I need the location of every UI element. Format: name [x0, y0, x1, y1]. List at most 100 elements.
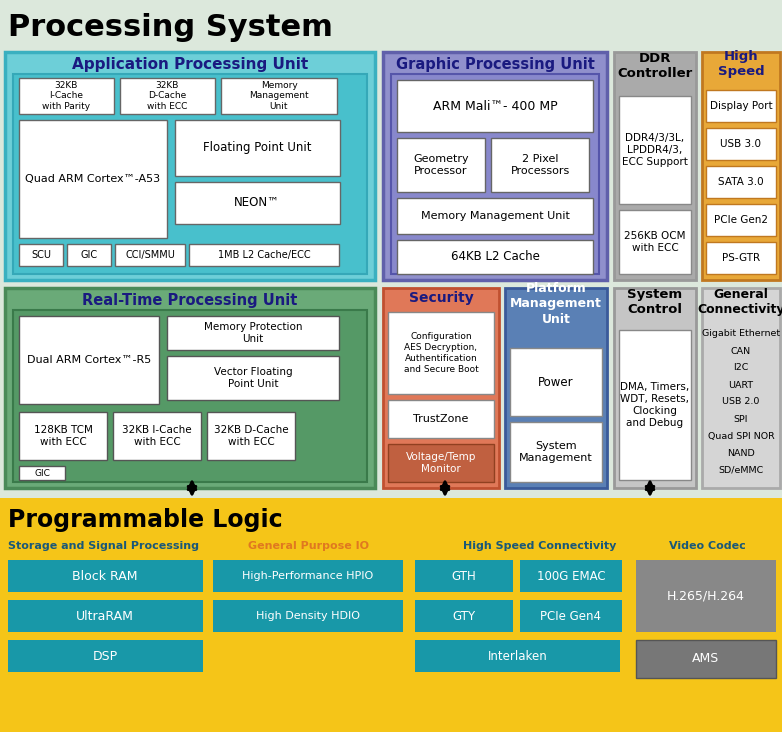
Text: Interlaken: Interlaken: [488, 649, 547, 662]
Bar: [8, 560, 203, 592]
Bar: [113, 412, 201, 460]
Text: System
Control: System Control: [627, 288, 683, 316]
Bar: [0, 498, 782, 732]
Bar: [5, 288, 375, 488]
Text: PCIe Gen4: PCIe Gen4: [540, 610, 601, 622]
Bar: [19, 412, 107, 460]
Text: 32KB I-Cache
with ECC: 32KB I-Cache with ECC: [122, 425, 192, 447]
Text: I2C: I2C: [734, 364, 748, 373]
Bar: [13, 74, 367, 274]
Text: DDR
Controller: DDR Controller: [617, 52, 693, 81]
Text: Display Port: Display Port: [710, 101, 773, 111]
Text: USB 2.0: USB 2.0: [723, 397, 759, 406]
Bar: [19, 120, 167, 238]
Bar: [520, 560, 622, 592]
Text: Voltage/Temp
Monitor: Voltage/Temp Monitor: [406, 452, 476, 474]
Text: CAN: CAN: [731, 346, 751, 356]
Text: 64KB L2 Cache: 64KB L2 Cache: [450, 250, 540, 264]
Text: ARM Mali™- 400 MP: ARM Mali™- 400 MP: [432, 100, 558, 113]
Text: PCIe Gen2: PCIe Gen2: [714, 215, 768, 225]
Bar: [520, 600, 622, 632]
Text: UltraRAM: UltraRAM: [76, 610, 134, 622]
Text: PS-GTR: PS-GTR: [722, 253, 760, 263]
Bar: [706, 204, 776, 236]
Text: UART: UART: [729, 381, 754, 389]
Text: SCU: SCU: [31, 250, 51, 260]
Text: SPI: SPI: [734, 414, 748, 424]
Bar: [19, 466, 65, 480]
Text: Processing System: Processing System: [8, 13, 333, 42]
Text: 100G EMAC: 100G EMAC: [536, 569, 605, 583]
Text: Dual ARM Cortex™-R5: Dual ARM Cortex™-R5: [27, 355, 151, 365]
Text: Application Processing Unit: Application Processing Unit: [72, 56, 308, 72]
Text: General
Connectivity: General Connectivity: [698, 288, 782, 316]
Bar: [207, 412, 295, 460]
Text: 32KB
D-Cache
with ECC: 32KB D-Cache with ECC: [147, 81, 187, 111]
Bar: [510, 422, 602, 482]
Bar: [491, 138, 589, 192]
Bar: [8, 640, 203, 672]
Text: Power: Power: [538, 376, 574, 389]
Bar: [0, 48, 782, 496]
Bar: [391, 74, 599, 274]
Bar: [397, 138, 485, 192]
Text: 1MB L2 Cache/ECC: 1MB L2 Cache/ECC: [217, 250, 310, 260]
Bar: [388, 312, 494, 394]
Bar: [175, 120, 340, 176]
Bar: [388, 400, 494, 438]
Text: Memory Management Unit: Memory Management Unit: [421, 211, 569, 221]
Bar: [213, 560, 403, 592]
Bar: [636, 640, 776, 678]
Bar: [213, 600, 403, 632]
Bar: [505, 288, 607, 488]
Bar: [383, 288, 499, 488]
Text: CCI/SMMU: CCI/SMMU: [125, 250, 175, 260]
Text: Quad ARM Cortex™-A53: Quad ARM Cortex™-A53: [26, 174, 160, 184]
Text: High
Speed: High Speed: [718, 50, 764, 78]
Text: Memory
Management
Unit: Memory Management Unit: [249, 81, 309, 111]
Text: Memory Protection
Unit: Memory Protection Unit: [204, 322, 303, 344]
Text: Real-Time Processing Unit: Real-Time Processing Unit: [82, 293, 298, 307]
Bar: [614, 288, 696, 488]
Bar: [383, 52, 607, 280]
Bar: [397, 198, 593, 234]
Bar: [702, 52, 780, 280]
Bar: [619, 210, 691, 274]
Bar: [415, 600, 513, 632]
Text: GTY: GTY: [453, 610, 475, 622]
Text: SATA 3.0: SATA 3.0: [718, 177, 764, 187]
Bar: [706, 90, 776, 122]
Text: DSP: DSP: [92, 649, 117, 662]
Bar: [67, 244, 111, 266]
Text: H.265/H.264: H.265/H.264: [667, 589, 745, 602]
Text: NEON™: NEON™: [234, 196, 280, 209]
Text: GIC: GIC: [34, 468, 50, 477]
Bar: [706, 242, 776, 274]
Bar: [706, 128, 776, 160]
Bar: [120, 78, 215, 114]
Text: Block RAM: Block RAM: [72, 569, 138, 583]
Bar: [415, 640, 620, 672]
Text: Vector Floating
Point Unit: Vector Floating Point Unit: [213, 367, 292, 389]
Bar: [167, 316, 339, 350]
Text: System
Management: System Management: [519, 441, 593, 463]
Bar: [619, 330, 691, 480]
Bar: [702, 288, 780, 488]
Text: Platform
Management
Unit: Platform Management Unit: [510, 282, 602, 326]
Bar: [8, 600, 203, 632]
Text: AMS: AMS: [692, 652, 719, 665]
Text: Storage and Signal Processing: Storage and Signal Processing: [8, 541, 199, 551]
Text: DDR4/3/3L,
LPDDR4/3,
ECC Support: DDR4/3/3L, LPDDR4/3, ECC Support: [622, 133, 688, 167]
Bar: [167, 356, 339, 400]
Bar: [415, 560, 513, 592]
Text: 32KB
I-Cache
with Parity: 32KB I-Cache with Parity: [42, 81, 90, 111]
Text: 256KB OCM
with ECC: 256KB OCM with ECC: [624, 231, 686, 253]
Text: Configuration
AES Decryption,
Authentification
and Secure Boot: Configuration AES Decryption, Authentifi…: [404, 332, 479, 373]
Text: USB 3.0: USB 3.0: [720, 139, 762, 149]
Text: Floating Point Unit: Floating Point Unit: [203, 141, 311, 154]
Text: 2 Pixel
Processors: 2 Pixel Processors: [511, 154, 569, 176]
Bar: [221, 78, 337, 114]
Bar: [19, 244, 63, 266]
Bar: [397, 240, 593, 274]
Text: High-Performance HPIO: High-Performance HPIO: [242, 571, 374, 581]
